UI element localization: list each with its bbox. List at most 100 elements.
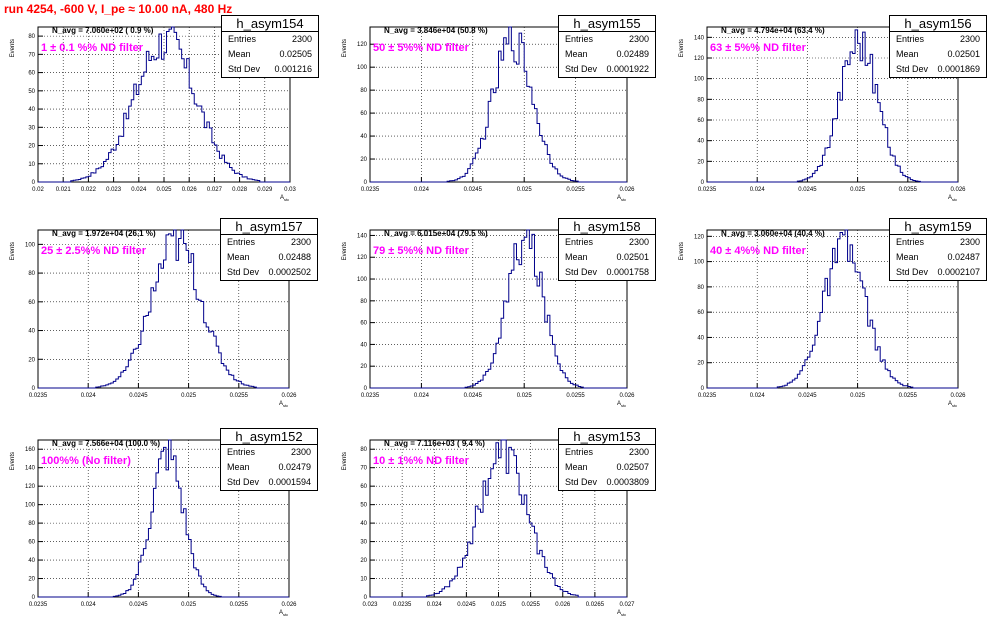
stat-entries: Entries 2300 [559, 445, 655, 460]
stat-std-dev: Std Dev 0.0001922 [559, 62, 655, 77]
histogram-series [370, 439, 627, 598]
x-tick-label: 0.026 [281, 393, 297, 399]
stat-value: 2300 [291, 34, 312, 44]
h_asym155-pad: 0.0235 0.024 0.0245 0.025 0.0255 0.026 0 20 40 60… [342, 26, 635, 202]
x-tick-label: 0.023 [362, 602, 378, 608]
stat-entries: Entries 2300 [890, 235, 986, 250]
x-tick-label: 0.0245 [129, 602, 148, 608]
stat-label: Mean [565, 49, 588, 59]
stat-std-dev: Std Dev 0.0001869 [890, 62, 986, 77]
x-tick-label: 0.0255 [230, 393, 249, 399]
x-tick-label: 0.0255 [566, 187, 585, 193]
y-tick-label: 0 [32, 595, 36, 601]
filter-label: 63 ± 5%% ND filter [710, 42, 806, 54]
x-tick-label: 0.0235 [393, 602, 412, 608]
filter-label: 1 ± 0.1 %% ND filter [41, 42, 144, 54]
y-axis-title: Events [10, 242, 16, 260]
x-tick-label: 0.024 [81, 393, 97, 399]
y-tick-label: 140 [25, 466, 36, 472]
y-tick-label: 60 [360, 484, 367, 490]
histogram-name: h_asym153 [559, 429, 655, 445]
y-tick-label: 0 [32, 386, 36, 392]
y-tick-label: 40 [697, 335, 704, 341]
y-tick-label: 0 [701, 180, 705, 186]
y-tick-label: 60 [697, 118, 704, 124]
filter-label: 40 ± 4%% ND filter [710, 245, 806, 257]
stat-entries: Entries 2300 [559, 235, 655, 250]
stat-mean: Mean 0.02488 [221, 250, 317, 265]
x-tick-label: 0.025 [850, 187, 866, 193]
stat-label: Std Dev [227, 477, 260, 487]
y-tick-label: 60 [28, 540, 35, 546]
stats-box: h_asym156 Entries 2300 Mean 0.02501 Std Dev 0.… [889, 15, 987, 78]
stat-mean: Mean 0.02507 [559, 460, 655, 475]
stat-entries: Entries 2300 [222, 32, 318, 47]
x-tick-label: 0.021 [56, 187, 72, 193]
stat-label: Std Dev [227, 267, 260, 277]
x-tick-label: 0.025 [491, 602, 507, 608]
x-tick-label: 0.022 [81, 187, 97, 193]
histogram-name: h_asym159 [890, 219, 986, 235]
y-tick-label: 80 [360, 88, 367, 94]
x-tick-label: 0.025 [181, 602, 197, 608]
x-tick-label: 0.025 [156, 187, 172, 193]
n-avg-annotation: N_avg = 7.566e+04 (100.0 %) [52, 439, 161, 448]
y-axis-title: Events [342, 39, 348, 57]
stat-entries: Entries 2300 [221, 235, 317, 250]
x-tick-label: 0.023 [106, 187, 122, 193]
h_asym154-pad: 0.02 0.021 0.022 0.023 0.024 0.025 0.026 0.027 0… [10, 26, 296, 202]
y-tick-label: 100 [694, 77, 705, 83]
h_asym157-pad: 0.0235 0.024 0.0245 0.025 0.0255 0.026 0 20 40 60… [10, 229, 297, 408]
stat-mean: Mean 0.02479 [221, 460, 317, 475]
page-title: run 4254, -600 V, I_pe ≈ 10.00 nA, 480 H… [4, 2, 233, 16]
x-tick-label: 0.024 [427, 602, 443, 608]
y-tick-label: 120 [694, 56, 705, 62]
histogram-series [38, 26, 290, 183]
x-tick-label: 0.0245 [464, 187, 483, 193]
y-tick-label: 80 [360, 447, 367, 453]
stat-label: Std Dev [896, 64, 929, 74]
stat-value: 0.02505 [279, 49, 312, 59]
filter-label: 25 ± 2.5%% ND filter [41, 245, 147, 257]
y-tick-label: 40 [28, 558, 35, 564]
h_asym159-pad: 0.0235 0.024 0.0245 0.025 0.0255 0.026 0 20 40 60… [679, 229, 966, 408]
stat-std-dev: Std Dev 0.0001594 [221, 475, 317, 490]
y-tick-label: 80 [697, 97, 704, 103]
y-tick-label: 40 [360, 521, 367, 527]
y-tick-label: 0 [364, 386, 368, 392]
stat-label: Mean [896, 252, 919, 262]
histogram-series [707, 29, 958, 183]
histogram-series [707, 229, 958, 389]
y-tick-label: 20 [360, 558, 367, 564]
y-tick-label: 20 [360, 157, 367, 163]
filter-label: 50 ± 5%% ND filter [373, 42, 469, 54]
x-tick-label: 0.0235 [29, 393, 48, 399]
stat-value: 0.0001594 [268, 477, 311, 487]
x-axis-title: Astc [280, 195, 289, 202]
y-tick-label: 40 [360, 342, 367, 348]
y-tick-label: 60 [360, 111, 367, 117]
y-tick-label: 160 [25, 447, 36, 453]
stat-label: Mean [565, 462, 588, 472]
stat-label: Mean [228, 49, 251, 59]
n-avg-annotation: N_avg = 3.060e+04 (40.4 %) [721, 229, 825, 238]
stat-std-dev: Std Dev 0.0001758 [559, 265, 655, 280]
stat-entries: Entries 2300 [559, 32, 655, 47]
stat-label: Std Dev [565, 64, 598, 74]
x-axis-title: Astc [617, 195, 626, 202]
stat-label: Entries [896, 237, 925, 247]
x-tick-label: 0.024 [414, 393, 430, 399]
y-tick-label: 100 [357, 65, 368, 71]
y-tick-label: 80 [28, 271, 35, 277]
stat-value: 0.0002502 [268, 267, 311, 277]
y-tick-label: 60 [28, 71, 35, 77]
y-tick-label: 10 [360, 577, 367, 583]
y-tick-label: 100 [25, 242, 36, 248]
x-tick-label: 0.025 [517, 393, 533, 399]
y-tick-label: 120 [25, 484, 36, 490]
x-axis-title: Astc [948, 195, 957, 202]
stat-label: Entries [227, 447, 256, 457]
y-tick-label: 10 [28, 162, 35, 168]
h_asym153-pad: 0.023 0.0235 0.024 0.0245 0.025 0.0255 0.026 0.… [342, 439, 635, 617]
y-tick-label: 40 [360, 134, 367, 140]
